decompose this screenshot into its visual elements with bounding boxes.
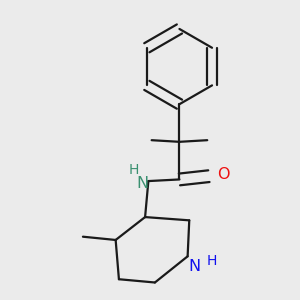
Text: H: H	[207, 254, 217, 268]
Text: H: H	[128, 163, 139, 177]
Text: O: O	[217, 167, 230, 182]
Text: N: N	[136, 176, 148, 191]
Text: N: N	[188, 259, 200, 274]
